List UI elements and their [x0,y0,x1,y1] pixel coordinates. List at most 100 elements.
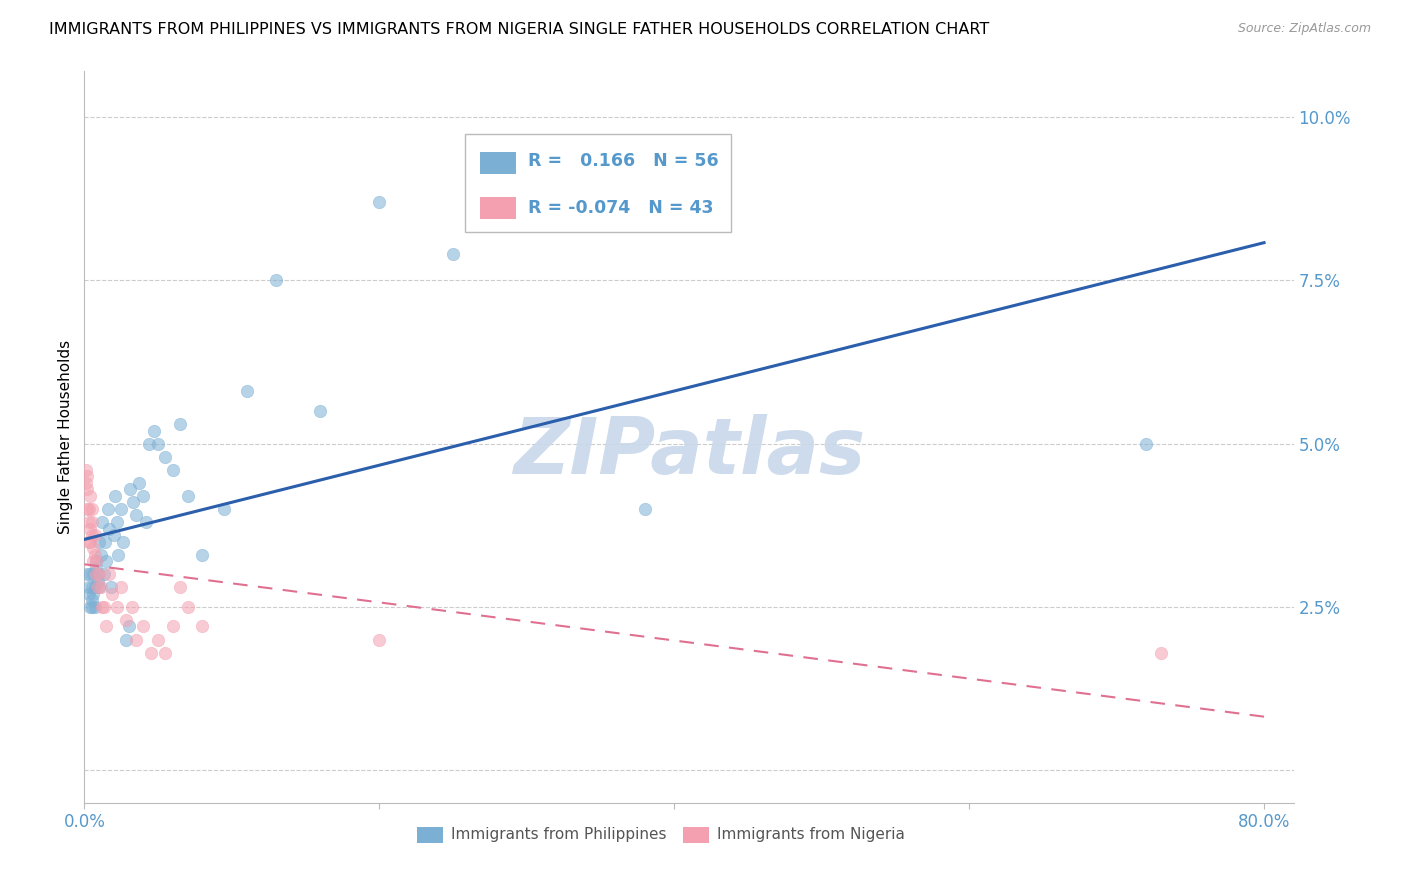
Point [107,548,129,562]
Point [83,580,105,594]
Point [75,475,97,490]
Text: IMMIGRANTS FROM PHILIPPINES VS IMMIGRANTS FROM NIGERIA SINGLE FATHER HOUSEHOLDS : IMMIGRANTS FROM PHILIPPINES VS IMMIGRANT… [49,22,990,37]
Point [84,554,107,568]
Point [214,502,236,516]
Point [125,508,148,523]
Point [86,580,108,594]
Point [111,534,134,549]
Point [155,450,177,464]
Point [86,574,108,588]
Point [634,502,657,516]
Point [96,619,118,633]
Point [176,599,198,614]
Text: R =   0.166   N = 56: R = 0.166 N = 56 [529,153,718,170]
Point [79,567,101,582]
Point [77,580,100,594]
Point [138,436,160,450]
Point [368,194,391,209]
Point [79,521,101,535]
Point [117,619,139,633]
Point [76,469,98,483]
Point [76,502,98,516]
Point [90,580,112,594]
Point [191,619,214,633]
Point [80,528,103,542]
Point [82,554,104,568]
Point [139,646,162,660]
Point [120,483,142,497]
Text: R = -0.074   N = 43: R = -0.074 N = 43 [529,199,714,217]
Point [125,632,148,647]
Point [105,599,128,614]
Point [98,521,121,535]
Point [105,515,128,529]
Point [79,534,101,549]
Point [142,424,165,438]
Point [114,632,136,647]
Point [103,528,125,542]
Point [135,515,157,529]
Point [264,273,287,287]
Point [77,534,100,549]
Point [76,567,98,582]
Point [368,632,391,647]
Point [97,502,120,516]
Point [80,515,103,529]
Point [80,502,103,516]
Point [98,567,121,582]
Point [169,580,191,594]
Point [76,483,98,497]
Text: Immigrants from Philippines: Immigrants from Philippines [451,828,666,842]
Point [86,567,108,582]
Point [309,404,332,418]
Point [101,587,124,601]
Point [87,580,110,594]
Point [93,599,115,614]
Point [162,463,184,477]
Point [1135,436,1157,450]
Point [132,489,155,503]
Point [87,534,110,549]
Text: ZIPatlas: ZIPatlas [513,414,865,490]
Point [441,247,464,261]
Point [75,463,97,477]
Point [93,567,115,582]
Bar [479,152,516,174]
Point [162,619,184,633]
Bar [418,827,443,843]
Point [110,580,132,594]
Point [110,502,132,516]
Point [77,515,100,529]
Bar [683,827,710,843]
Point [87,567,110,582]
Point [176,489,198,503]
Point [82,541,104,555]
Point [83,599,105,614]
Point [100,580,122,594]
Point [155,646,177,660]
Point [91,515,114,529]
Point [114,613,136,627]
Point [77,587,100,601]
Point [191,548,214,562]
Bar [465,134,731,232]
Point [79,599,101,614]
Point [91,599,114,614]
Point [82,567,104,582]
Text: Source: ZipAtlas.com: Source: ZipAtlas.com [1237,22,1371,36]
Point [1150,646,1173,660]
Point [80,593,103,607]
Point [146,632,169,647]
Point [94,534,117,549]
Y-axis label: Single Father Households: Single Father Households [58,340,73,534]
Point [83,528,105,542]
Point [80,599,103,614]
Bar [479,197,516,219]
Point [122,495,145,509]
Point [104,489,127,503]
Point [84,560,107,574]
Point [83,548,105,562]
Point [80,580,103,594]
Point [96,554,118,568]
Point [132,619,155,633]
